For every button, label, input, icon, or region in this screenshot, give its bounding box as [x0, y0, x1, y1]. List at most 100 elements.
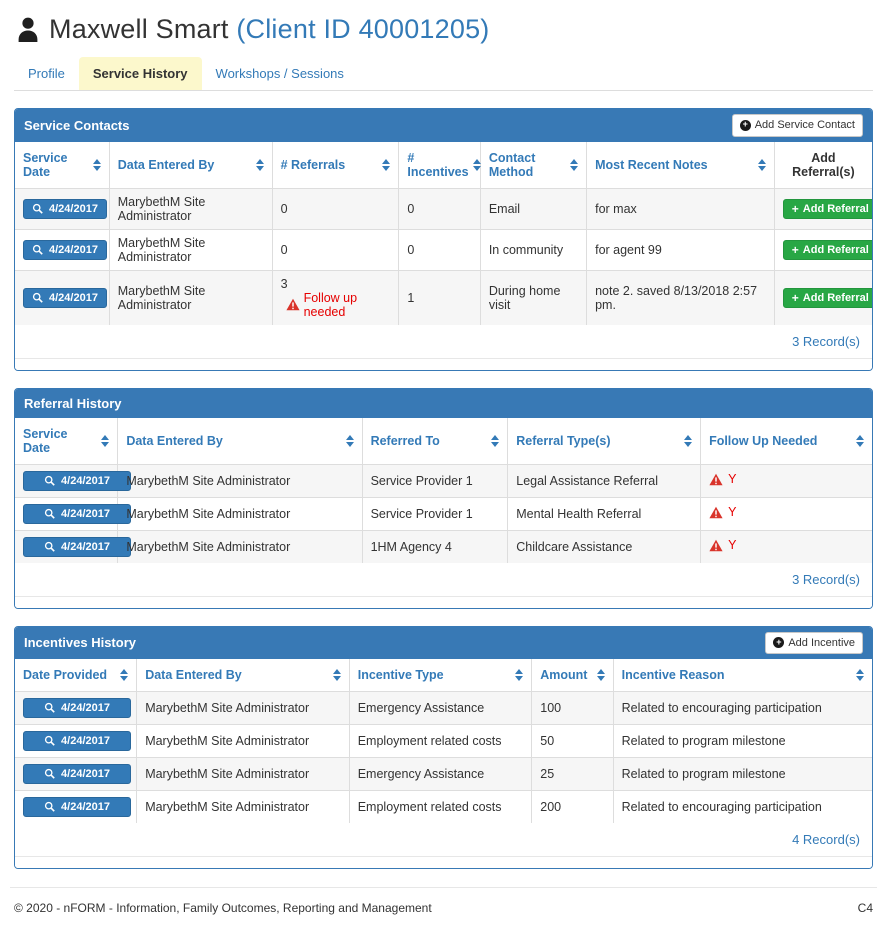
column-data-entered-by[interactable]: Data Entered By: [109, 141, 273, 189]
cell-referred-to: Service Provider 1: [362, 496, 509, 530]
cell-follow-up-needed: Y: [700, 496, 872, 530]
sort-icon: [101, 434, 110, 447]
record-count: 3 Record(s): [15, 562, 872, 597]
client-name: Maxwell Smart: [49, 14, 229, 44]
follow-up-flag: Y: [709, 538, 736, 552]
tab-service-history[interactable]: Service History: [78, 57, 202, 90]
column-incentive-reason[interactable]: Incentive Reason: [613, 659, 872, 692]
cell-data-entered-by: MarybethM Site Administrator: [117, 529, 363, 563]
magnifier-icon: [44, 735, 55, 746]
add-incentive-button[interactable]: + Add Incentive: [765, 631, 863, 654]
incentives-history-panel: Incentives History + Add Incentive Date …: [14, 625, 873, 869]
referral-history-header: Referral History: [15, 388, 872, 418]
view-incentive-button[interactable]: 4/24/2017: [23, 797, 131, 817]
cell-amount: 200: [531, 790, 614, 823]
plus-icon: +: [791, 201, 799, 216]
cell-data-entered-by: MarybethM Site Administrator: [109, 228, 273, 270]
view-incentive-button[interactable]: 4/24/2017: [23, 698, 131, 718]
sort-icon: [596, 669, 605, 681]
cell-data-entered-by: MarybethM Site Administrator: [136, 790, 350, 823]
plus-circle-icon: +: [773, 637, 785, 649]
warning-icon: [709, 539, 723, 551]
record-count: 3 Record(s): [15, 324, 872, 359]
cell-date-provided: 4/24/2017: [15, 724, 138, 758]
column-incentive-type[interactable]: Incentive Type: [349, 659, 533, 692]
magnifier-icon: [32, 292, 43, 303]
cell-referrals: 3 Follow up needed: [272, 269, 400, 325]
plus-icon: +: [791, 290, 799, 305]
add-referral-button[interactable]: + Add Referral: [782, 198, 872, 219]
view-referral-button[interactable]: 4/24/2017: [23, 470, 131, 491]
column-add-referrals: Add Referral(s): [774, 141, 872, 189]
cell-most-recent-notes: note 2. saved 8/13/2018 2:57 pm.: [586, 269, 775, 325]
sort-icon: [255, 158, 264, 171]
sort-icon: [856, 669, 864, 681]
sort-icon: [491, 434, 500, 447]
cell-incentive-type: Emergency Assistance: [349, 757, 533, 791]
column-contact-method[interactable]: Contact Method: [480, 141, 588, 189]
column-most-recent-notes[interactable]: Most Recent Notes: [586, 141, 775, 189]
column-data-entered-by[interactable]: Data Entered By: [117, 417, 363, 465]
column-service-date[interactable]: Service Date: [15, 417, 119, 465]
follow-up-flag: Y: [709, 505, 736, 519]
sort-icon: [92, 158, 101, 171]
incentive-row: 4/24/2017 MarybethM Site Administrator Emp…: [15, 790, 872, 823]
cell-amount: 50: [531, 724, 614, 758]
view-service-contact-button[interactable]: 4/24/2017: [23, 239, 107, 260]
cell-incentive-reason: Related to program milestone: [613, 757, 872, 791]
view-incentive-button[interactable]: 4/24/2017: [23, 764, 131, 784]
magnifier-icon: [32, 203, 43, 214]
user-icon: [16, 16, 40, 43]
column-date-provided[interactable]: Date Provided: [15, 659, 138, 692]
view-service-contact-button[interactable]: 4/24/2017: [23, 198, 107, 219]
referral-history-title: Referral History: [24, 395, 122, 411]
tab-workshops-sessions[interactable]: Workshops / Sessions: [215, 66, 344, 81]
view-referral-button[interactable]: 4/24/2017: [23, 503, 131, 524]
cell-incentive-reason: Related to encouraging participation: [613, 790, 872, 823]
sort-icon: [472, 158, 481, 171]
cell-most-recent-notes: for max: [586, 187, 775, 229]
column-incentives[interactable]: # Incentives: [398, 141, 481, 189]
column-amount[interactable]: Amount: [531, 659, 614, 692]
cell-referred-to: Service Provider 1: [362, 463, 509, 497]
record-count: 4 Record(s): [15, 823, 872, 857]
column-referral-types[interactable]: Referral Type(s): [507, 417, 702, 465]
column-referrals[interactable]: # Referrals: [272, 141, 400, 189]
referral-history-panel: Referral History Service Date Data Enter…: [14, 387, 873, 609]
cell-referral-types: Childcare Assistance: [507, 529, 702, 563]
service-contact-row: 4/24/2017 MarybethM Site Administrator 3 Fo…: [15, 269, 872, 325]
add-referral-button[interactable]: + Add Referral: [782, 239, 872, 260]
cell-follow-up-needed: Y: [700, 463, 872, 497]
page-footer: © 2020 - nFORM - Information, Family Out…: [0, 888, 887, 925]
cell-service-date: 4/24/2017: [15, 187, 110, 229]
service-contact-row: 4/24/2017 MarybethM Site Administrator 0 0 E…: [15, 187, 872, 229]
column-follow-up-needed[interactable]: Follow Up Needed: [700, 417, 872, 465]
cell-service-date: 4/24/2017: [15, 463, 131, 497]
follow-up-flag: Y: [709, 472, 736, 486]
cell-service-date: 4/24/2017: [15, 269, 110, 325]
service-contacts-panel: Service Contacts + Add Service Contact S…: [14, 108, 873, 371]
cell-incentive-reason: Related to encouraging participation: [613, 691, 872, 725]
incentives-history-table: Date Provided Data Entered By Incentive …: [15, 659, 872, 823]
referral-row: 4/24/2017 MarybethM Site Administrator 1HM…: [15, 529, 872, 563]
page-title: Maxwell Smart (Client ID 40001205): [49, 14, 490, 45]
view-referral-button[interactable]: 4/24/2017: [23, 536, 131, 557]
sort-icon: [570, 158, 579, 171]
add-referral-button[interactable]: + Add Referral: [782, 287, 872, 308]
incentives-history-title: Incentives History: [24, 635, 136, 651]
tab-bar: Profile Service History Workshops / Sess…: [14, 57, 873, 91]
column-service-date[interactable]: Service Date: [15, 141, 110, 189]
column-referred-to[interactable]: Referred To: [362, 417, 509, 465]
cell-data-entered-by: MarybethM Site Administrator: [117, 463, 363, 497]
cell-incentive-reason: Related to program milestone: [613, 724, 872, 758]
magnifier-icon: [44, 768, 55, 779]
cell-add-referral: + Add Referral: [774, 228, 872, 270]
tab-profile[interactable]: Profile: [28, 66, 65, 81]
column-data-entered-by[interactable]: Data Entered By: [136, 659, 350, 692]
cell-data-entered-by: MarybethM Site Administrator: [109, 269, 273, 325]
view-incentive-button[interactable]: 4/24/2017: [23, 731, 131, 751]
copyright-text: © 2020 - nFORM - Information, Family Out…: [14, 901, 432, 915]
magnifier-icon: [44, 801, 55, 812]
add-service-contact-button[interactable]: + Add Service Contact: [731, 114, 863, 137]
view-service-contact-button[interactable]: 4/24/2017: [23, 287, 107, 308]
